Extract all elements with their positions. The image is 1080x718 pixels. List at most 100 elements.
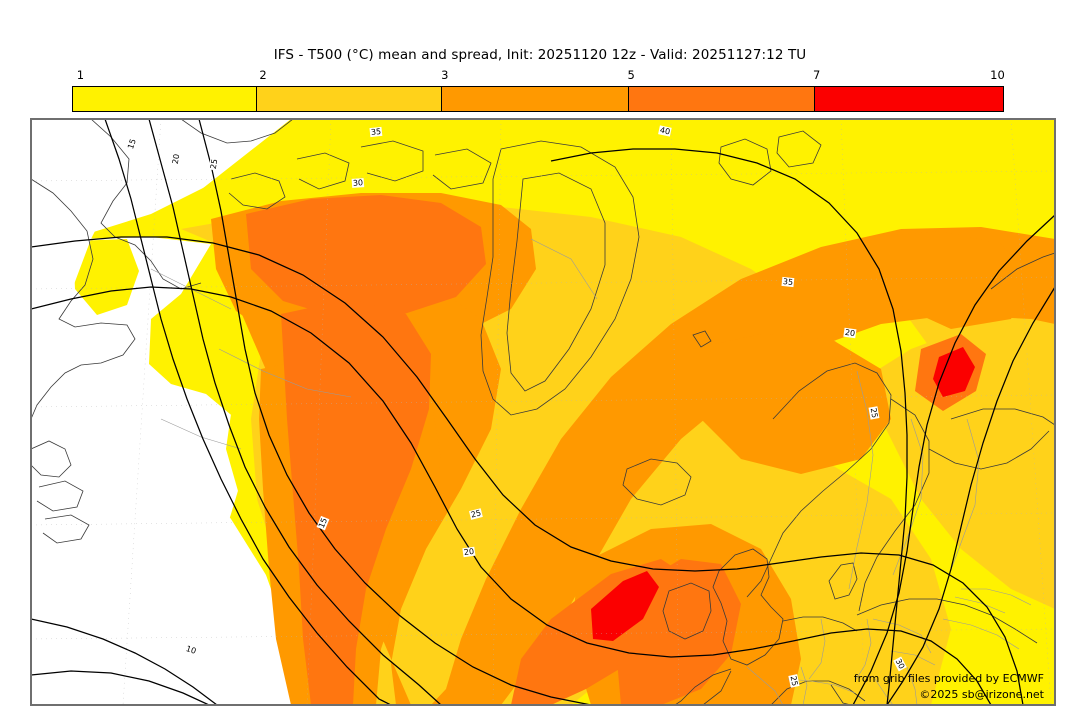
colorbar-segment-3-5 (442, 87, 630, 111)
coast-nl-germany (782, 616, 858, 632)
page-title: IFS - T500 (°C) mean and spread, Init: 2… (273, 47, 807, 63)
contour-label-30-a: 30 (351, 178, 365, 188)
coast-jan-mayen (692, 330, 712, 348)
coast-kola (950, 408, 1055, 426)
coast-norway (746, 362, 892, 598)
spread-band-3-5-ne (869, 231, 1031, 329)
colorbar-tick-7: 7 (812, 68, 821, 82)
coast-france-iberia (702, 670, 732, 705)
spread-white-patch-centre (137, 511, 191, 539)
colorbar-tick-1: 1 (76, 68, 85, 82)
coast-iceland (622, 458, 692, 506)
spread-band-3-5-scandi (691, 334, 891, 474)
coast-great-britain (712, 548, 784, 666)
border-greenland-grid (530, 238, 598, 300)
coast-svalbard (718, 138, 772, 186)
contour-35-main (31, 236, 1024, 705)
coast-biscay (674, 668, 732, 705)
coast-med-north (770, 680, 866, 705)
coast-svalbard-2 (776, 130, 822, 168)
coast-arctic-isl-3 (360, 140, 424, 182)
coast-arctic-isl-2 (296, 152, 350, 190)
colorbar-segment-1-2 (73, 87, 258, 111)
border-france-1 (746, 666, 784, 705)
border-france-germany (800, 666, 808, 705)
colorbar-tick-2: 2 (259, 68, 267, 82)
coast-finland-gulf (928, 430, 1050, 470)
grid-lat-5 (31, 628, 1055, 640)
border-germany-poland (854, 618, 872, 682)
latlon-grid (31, 119, 1055, 705)
spread-band-7-10-ireland (591, 571, 659, 641)
coast-baltic-south (856, 598, 1038, 644)
coast-greenland (480, 140, 640, 416)
grid-lat-2 (31, 276, 1055, 290)
border-alps (786, 678, 856, 694)
contour-25-nw (198, 119, 592, 705)
contour-10-sw-2 (31, 618, 218, 705)
contour-label-20-b: 20 (843, 327, 857, 339)
spread-band-3-5-main (231, 227, 1055, 705)
colorbar (72, 86, 1004, 112)
coast-greenland-inner (506, 172, 606, 392)
colorbar-strip (72, 86, 1004, 112)
spread-white-wedge-nw (31, 119, 151, 369)
coast-ireland (662, 582, 712, 640)
contour-20-nw (148, 119, 442, 705)
credit-source: from grib files provided by ECMWF (853, 672, 1044, 685)
coast-ellesmere (180, 119, 294, 144)
contour-20-east (886, 286, 1055, 705)
border-balkans-1 (874, 678, 894, 705)
spread-band-5-7-greenland (246, 195, 486, 317)
map-canvas (31, 119, 1055, 705)
contour-lines (31, 119, 1055, 705)
colorbar-segment-2-3 (257, 87, 443, 111)
colorbar-tick-5: 5 (627, 68, 635, 82)
grid-lat-4 (31, 512, 1055, 526)
grid-lat-1 (31, 170, 1055, 182)
coast-newfoundland (31, 440, 72, 478)
spread-band-7-10-ne (933, 347, 975, 397)
border-canada-2 (218, 348, 352, 398)
coastlines (31, 119, 1055, 705)
contour-25-east (852, 214, 1055, 705)
colorbar-segment-5-7 (629, 87, 816, 111)
contour-label-25-b: 25 (868, 406, 880, 420)
coast-arctic-isl-1 (228, 172, 286, 210)
border-germany-1 (808, 618, 826, 680)
spread-band-1-2-left-patch (73, 239, 139, 315)
coast-sweden-baltic (858, 398, 930, 612)
contour-10-sw (31, 670, 210, 705)
contour-40-main (550, 148, 908, 705)
coast-novaya-zemlya (990, 252, 1055, 290)
spread-band-5-7-core (281, 299, 431, 705)
contour-label-35-a: 35 (369, 126, 383, 138)
colorbar-tick-3: 3 (441, 68, 449, 82)
contour-30-main (31, 286, 992, 705)
contour-15-nw (104, 119, 392, 705)
border-ukraine (942, 618, 1020, 650)
coast-baffin (90, 119, 202, 290)
contour-label-20-c: 20 (462, 546, 476, 558)
border-hungary (890, 650, 936, 666)
map-panel[interactable]: 15 20 25 35 30 40 35 20 25 15 25 20 10 2… (30, 118, 1056, 706)
border-baltic-states (961, 588, 1032, 606)
coast-nova-scotia (36, 480, 84, 512)
border-poland-1 (872, 618, 932, 654)
border-balkans-2 (906, 666, 918, 705)
spread-white-wedge-sw (31, 379, 351, 705)
coast-maine (42, 514, 90, 544)
grid-lat-3 (31, 394, 1055, 408)
credit-author: ©2025 sb@irizone.net (919, 688, 1044, 701)
contour-label-35-b: 35 (781, 276, 795, 288)
border-finland-russia (948, 418, 980, 576)
colorbar-segment-7-10 (815, 87, 1003, 111)
border-belarus (954, 596, 1006, 614)
colorbar-tick-10: 10 (990, 68, 1005, 82)
coast-arctic-isl-4 (432, 148, 492, 190)
border-quebec (160, 418, 242, 450)
coast-labrador (31, 178, 136, 420)
map-frame (31, 119, 1055, 705)
coast-denmark (828, 562, 858, 600)
